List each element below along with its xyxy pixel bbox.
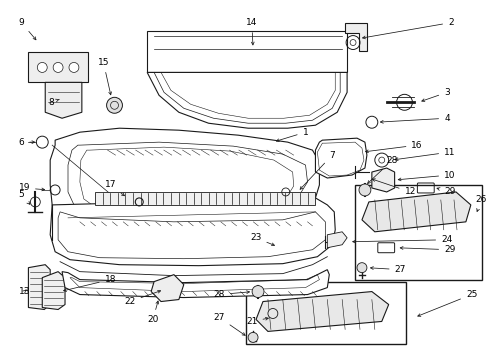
Polygon shape [50, 128, 319, 232]
Circle shape [248, 332, 258, 342]
FancyBboxPatch shape [246, 282, 407, 345]
Circle shape [53, 62, 63, 72]
Polygon shape [28, 53, 88, 82]
Text: 16: 16 [366, 141, 423, 153]
Text: 10: 10 [398, 171, 456, 181]
FancyBboxPatch shape [289, 187, 294, 192]
FancyBboxPatch shape [257, 187, 262, 192]
Polygon shape [147, 72, 347, 128]
Polygon shape [28, 265, 50, 310]
FancyBboxPatch shape [305, 187, 310, 192]
Circle shape [69, 62, 79, 72]
Polygon shape [316, 138, 367, 178]
Polygon shape [256, 292, 389, 332]
Text: 9: 9 [19, 18, 36, 40]
Text: 28: 28 [368, 156, 398, 184]
Text: 21: 21 [246, 317, 269, 326]
Text: 1: 1 [276, 128, 308, 141]
Text: 27: 27 [370, 265, 406, 274]
Polygon shape [50, 198, 335, 266]
Text: 23: 23 [250, 233, 274, 246]
Text: 14: 14 [246, 18, 258, 45]
Text: 18: 18 [64, 275, 116, 292]
Text: 29: 29 [400, 245, 456, 254]
Polygon shape [372, 168, 394, 192]
Text: 27: 27 [214, 313, 245, 335]
Circle shape [252, 285, 264, 298]
FancyBboxPatch shape [147, 187, 152, 192]
FancyBboxPatch shape [226, 187, 231, 192]
Polygon shape [147, 31, 347, 72]
Text: 5: 5 [19, 190, 30, 204]
Text: 25: 25 [418, 290, 477, 316]
FancyBboxPatch shape [355, 185, 482, 280]
FancyBboxPatch shape [99, 187, 105, 192]
FancyBboxPatch shape [273, 187, 278, 192]
FancyBboxPatch shape [210, 187, 215, 192]
FancyBboxPatch shape [163, 187, 168, 192]
Text: 7: 7 [300, 150, 335, 189]
Text: 6: 6 [19, 138, 35, 147]
Circle shape [37, 62, 47, 72]
Text: 13: 13 [19, 287, 30, 296]
Circle shape [268, 309, 278, 319]
FancyBboxPatch shape [278, 187, 295, 197]
Text: 20: 20 [147, 301, 159, 324]
FancyBboxPatch shape [178, 187, 183, 192]
Text: 4: 4 [380, 114, 450, 123]
Text: 29: 29 [437, 188, 456, 197]
Text: 3: 3 [422, 88, 450, 102]
Text: 19: 19 [19, 184, 45, 193]
FancyBboxPatch shape [265, 241, 287, 253]
FancyBboxPatch shape [242, 187, 246, 192]
Polygon shape [345, 23, 367, 50]
Text: 12: 12 [372, 179, 416, 197]
Text: 24: 24 [353, 235, 452, 244]
FancyBboxPatch shape [131, 187, 136, 192]
Polygon shape [327, 232, 347, 248]
Polygon shape [95, 192, 316, 205]
Circle shape [107, 97, 122, 113]
FancyBboxPatch shape [116, 187, 121, 192]
Text: 8: 8 [48, 98, 59, 107]
Text: 15: 15 [98, 58, 112, 95]
Circle shape [359, 184, 371, 196]
Text: 22: 22 [124, 291, 161, 306]
Text: 11: 11 [395, 148, 456, 161]
Polygon shape [362, 192, 471, 232]
Text: 28: 28 [214, 290, 249, 299]
Text: 17: 17 [105, 180, 124, 196]
Polygon shape [42, 272, 65, 310]
Text: 2: 2 [363, 18, 454, 39]
FancyBboxPatch shape [194, 187, 199, 192]
Polygon shape [151, 275, 184, 302]
Text: 26: 26 [476, 195, 487, 211]
Polygon shape [62, 270, 329, 298]
Circle shape [357, 263, 367, 273]
Polygon shape [45, 82, 82, 118]
